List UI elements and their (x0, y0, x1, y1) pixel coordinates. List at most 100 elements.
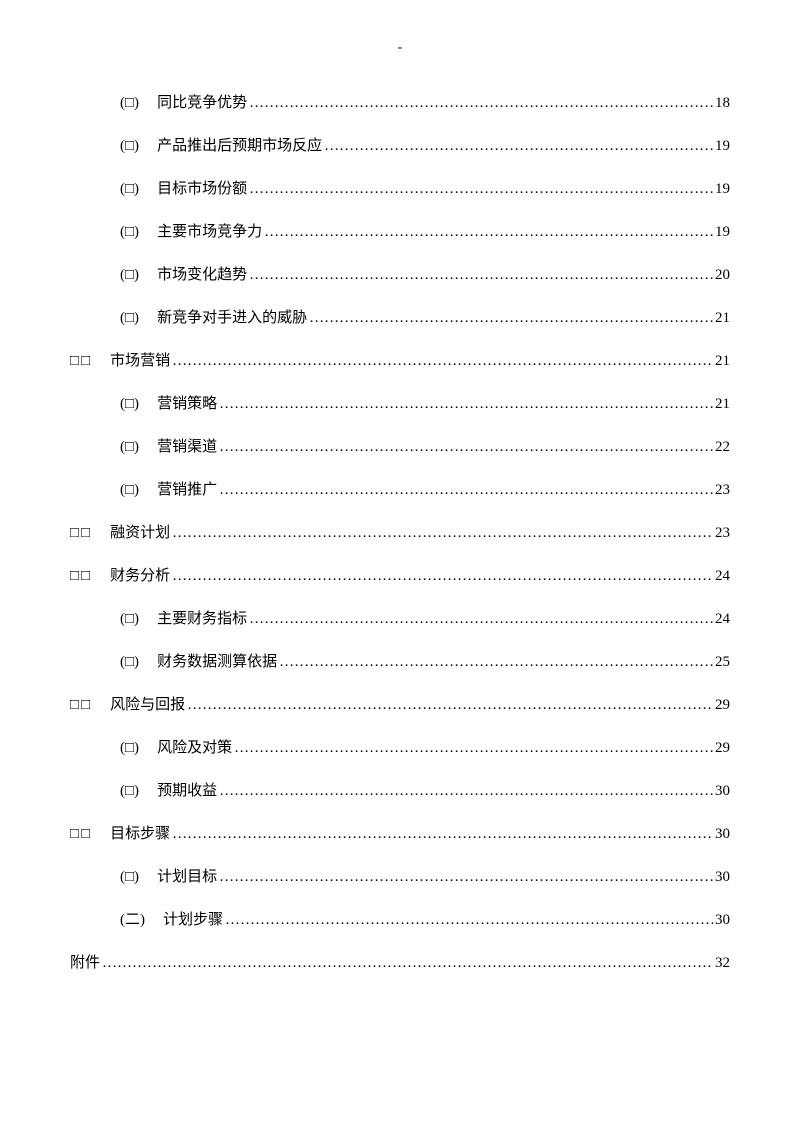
toc-title: 目标市场份额 (157, 177, 247, 198)
toc-entry: (□) 目标市场份额…………………………………………………………………………………… (70, 177, 730, 198)
toc-marker: (□) (120, 611, 139, 628)
toc-entry: (□) 产品推出后预期市场反应……………………………………………………………………… (70, 134, 730, 155)
toc-entry: (□) 风险及对策……………………………………………………………………………………… (70, 736, 730, 757)
toc-dot-leader: …………………………………………………………………………………………………………… (324, 138, 713, 155)
toc-dot-leader: …………………………………………………………………………………………………………… (219, 482, 713, 499)
toc-title: 主要市场竞争力 (157, 220, 262, 241)
toc-dot-leader: …………………………………………………………………………………………………………… (172, 568, 713, 585)
toc-page-number: 23 (715, 482, 730, 499)
toc-title: 市场营销 (110, 349, 170, 370)
toc-page-number: 21 (715, 310, 730, 327)
toc-page-number: 20 (715, 267, 730, 284)
toc-marker: (□) (120, 740, 139, 757)
toc-title: 融资计划 (110, 521, 170, 542)
toc-marker: (□) (120, 654, 139, 671)
toc-entry: (□) 计划目标………………………………………………………………………………………… (70, 865, 730, 886)
toc-title: 新竞争对手进入的威胁 (157, 306, 307, 327)
toc-entry: (□) 营销策略………………………………………………………………………………………… (70, 392, 730, 413)
toc-marker: □□ (70, 826, 92, 843)
toc-dot-leader: …………………………………………………………………………………………………………… (249, 267, 713, 284)
toc-entry: □□ 目标步骤…………………………………………………………………………………………… (70, 822, 730, 843)
toc-title: 市场变化趋势 (157, 263, 247, 284)
toc-page-number: 30 (715, 912, 730, 929)
toc-marker: □□ (70, 568, 92, 585)
toc-dot-leader: …………………………………………………………………………………………………………… (225, 912, 713, 929)
toc-dot-leader: …………………………………………………………………………………………………………… (234, 740, 713, 757)
toc-dot-leader: …………………………………………………………………………………………………………… (102, 955, 713, 972)
toc-page-number: 19 (715, 138, 730, 155)
toc-title: 产品推出后预期市场反应 (157, 134, 322, 155)
toc-dot-leader: …………………………………………………………………………………………………………… (219, 396, 713, 413)
toc-page-number: 18 (715, 95, 730, 112)
toc-title: 财务数据测算依据 (157, 650, 277, 671)
toc-entry: 附件……………………………………………………………………………………………………… (70, 951, 730, 972)
toc-dot-leader: …………………………………………………………………………………………………………… (249, 181, 713, 198)
toc-page-number: 22 (715, 439, 730, 456)
toc-title: 营销策略 (157, 392, 217, 413)
toc-dot-leader: …………………………………………………………………………………………………………… (219, 439, 713, 456)
toc-page-number: 19 (715, 224, 730, 241)
toc-title: 风险及对策 (157, 736, 232, 757)
toc-page-number: 29 (715, 697, 730, 714)
toc-entry: (□) 营销推广………………………………………………………………………………………… (70, 478, 730, 499)
toc-entry: (□) 新竞争对手进入的威胁………………………………………………………………………… (70, 306, 730, 327)
toc-dot-leader: …………………………………………………………………………………………………………… (172, 826, 713, 843)
toc-entry: □□ 财务分析…………………………………………………………………………………………… (70, 564, 730, 585)
toc-title: 风险与回报 (110, 693, 185, 714)
toc-entry: (□) 同比竞争优势…………………………………………………………………………………… (70, 91, 730, 112)
toc-marker: (□) (120, 310, 139, 327)
toc-page-number: 21 (715, 396, 730, 413)
toc-title: 主要财务指标 (157, 607, 247, 628)
toc-title: 计划目标 (157, 865, 217, 886)
toc-title: 营销推广 (157, 478, 217, 499)
toc-marker: □□ (70, 697, 92, 714)
toc-title: 营销渠道 (157, 435, 217, 456)
toc-entry: (□)主要市场竞争力………………………………………………………………………………… (70, 220, 730, 241)
toc-marker: (□) (120, 396, 139, 413)
toc-page-number: 30 (715, 783, 730, 800)
toc-dot-leader: …………………………………………………………………………………………………………… (309, 310, 713, 327)
toc-marker: (□) (120, 224, 139, 241)
toc-marker: (二) (120, 908, 145, 929)
table-of-contents: (□)同比竞争优势…………………………………………………………………………………… (70, 91, 730, 972)
toc-title: 同比竞争优势 (157, 91, 247, 112)
toc-entry: (二) 计划步骤………………………………………………………………………………………… (70, 908, 730, 929)
toc-dot-leader: …………………………………………………………………………………………………………… (219, 783, 713, 800)
toc-marker: (□) (120, 181, 139, 198)
toc-dot-leader: …………………………………………………………………………………………………………… (172, 353, 713, 370)
toc-entry: (□)主要财务指标…………………………………………………………………………………… (70, 607, 730, 628)
toc-entry: (□)营销渠道………………………………………………………………………………………… (70, 435, 730, 456)
toc-marker: (□) (120, 482, 139, 499)
toc-entry: (□) 财务数据测算依据……………………………………………………………………………… (70, 650, 730, 671)
toc-marker: (□) (120, 267, 139, 284)
toc-entry: (□) 市场变化趋势…………………………………………………………………………………… (70, 263, 730, 284)
toc-page-number: 30 (715, 826, 730, 843)
toc-marker: (□) (120, 783, 139, 800)
toc-dot-leader: …………………………………………………………………………………………………………… (172, 525, 713, 542)
toc-title: 计划步骤 (163, 908, 223, 929)
toc-dot-leader: …………………………………………………………………………………………………………… (219, 869, 713, 886)
toc-marker: □□ (70, 525, 92, 542)
toc-page-number: 29 (715, 740, 730, 757)
toc-dot-leader: …………………………………………………………………………………………………………… (249, 95, 713, 112)
page-header-dash: - (70, 40, 730, 56)
toc-page-number: 23 (715, 525, 730, 542)
toc-entry: □□ 市场营销…………………………………………………………………………………………… (70, 349, 730, 370)
toc-page-number: 25 (715, 654, 730, 671)
toc-marker: (□) (120, 95, 139, 112)
toc-entry: □□风险与回报………………………………………………………………………………………… (70, 693, 730, 714)
toc-page-number: 30 (715, 869, 730, 886)
toc-page-number: 19 (715, 181, 730, 198)
toc-title: 预期收益 (157, 779, 217, 800)
toc-marker: (□) (120, 138, 139, 155)
toc-entry: □□ 融资计划…………………………………………………………………………………………… (70, 521, 730, 542)
toc-dot-leader: …………………………………………………………………………………………………………… (279, 654, 713, 671)
toc-title: 目标步骤 (110, 822, 170, 843)
toc-marker: □□ (70, 353, 92, 370)
toc-entry: (□) 预期收益………………………………………………………………………………………… (70, 779, 730, 800)
toc-title: 财务分析 (110, 564, 170, 585)
toc-page-number: 24 (715, 611, 730, 628)
toc-marker: (□) (120, 869, 139, 886)
toc-title: 附件 (70, 951, 100, 972)
toc-page-number: 32 (715, 955, 730, 972)
